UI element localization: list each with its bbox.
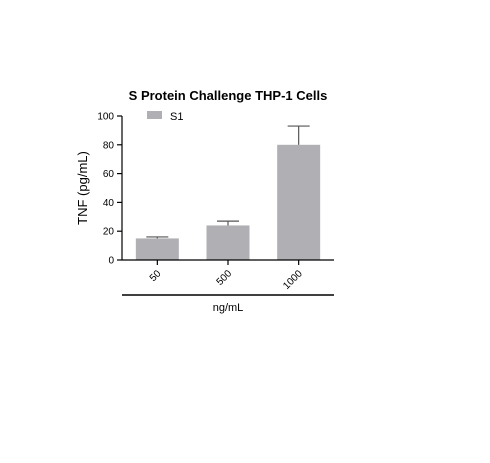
y-tick-label: 80 (103, 140, 115, 151)
y-tick-label: 20 (103, 227, 115, 238)
y-tick-label: 60 (103, 169, 115, 180)
y-axis-label: TNF (pg/mL) (75, 151, 90, 225)
chart-title: S Protein Challenge THP-1 Cells (129, 88, 328, 103)
x-tick-labels: 50 500 1000 (148, 260, 305, 292)
bar-1000 (277, 144, 321, 260)
y-ticks: 0 20 40 60 80 100 (97, 112, 122, 267)
legend-swatch-s1 (147, 111, 162, 119)
bars (135, 125, 321, 260)
x-tick-label-500: 500 (215, 268, 235, 288)
x-axis-label: ng/mL (213, 302, 244, 314)
bar-500 (206, 225, 250, 260)
y-tick-label: 40 (103, 198, 115, 209)
bar-50 (135, 238, 179, 260)
legend: S1 (147, 111, 183, 123)
legend-label-s1: S1 (170, 111, 183, 123)
y-tick-label: 0 (108, 256, 114, 267)
x-tick-label-1000: 1000 (281, 268, 305, 292)
y-tick-label: 100 (97, 112, 114, 123)
x-tick-label-50: 50 (148, 268, 164, 284)
